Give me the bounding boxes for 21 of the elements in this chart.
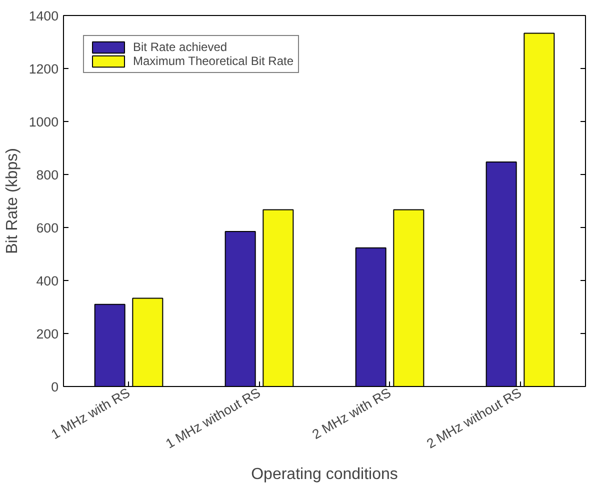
bar (486, 162, 517, 386)
y-tick-label: 0 (51, 380, 59, 394)
bar (355, 247, 386, 386)
legend-label: Bit Rate achieved (133, 40, 228, 54)
bar (393, 209, 424, 386)
bar (224, 230, 256, 386)
y-tick-label: 1200 (28, 62, 59, 76)
y-tick-label: 200 (36, 326, 59, 342)
legend-label: Maximum Theoretical Bit Rate (133, 54, 294, 68)
x-axis-title: Operating conditions (251, 466, 398, 483)
x-tick-label: 2 MHz with RS (310, 384, 394, 442)
y-axis-title: Bit Rate (kbps) (4, 148, 21, 254)
y-tick-label: 1000 (28, 114, 59, 130)
y-tick-label: 1400 (28, 8, 59, 24)
y-tick-label: 800 (36, 168, 59, 182)
y-tick-label: 400 (36, 274, 59, 288)
bar (262, 209, 294, 386)
bar (132, 298, 164, 386)
bar (94, 304, 126, 386)
bar (524, 32, 555, 386)
y-tick-label: 600 (36, 220, 59, 236)
